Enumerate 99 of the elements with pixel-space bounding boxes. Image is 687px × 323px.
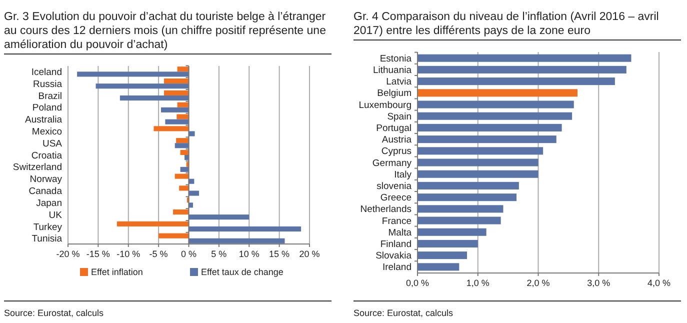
bar xyxy=(418,147,544,155)
x-tick-label: -10 % xyxy=(116,249,140,259)
bar xyxy=(188,131,195,136)
bar xyxy=(418,263,460,271)
bar xyxy=(180,150,189,155)
bar xyxy=(165,119,189,124)
y-tick-label: Luxembourg xyxy=(358,100,412,111)
y-tick-label: Canada xyxy=(28,186,63,198)
y-tick-label: Russia xyxy=(32,78,63,90)
y-tick-label: Croatia xyxy=(31,150,63,162)
x-tick-label: -5 % xyxy=(149,249,168,259)
bar xyxy=(418,194,517,202)
bar xyxy=(418,78,615,86)
y-tick-label: Spain xyxy=(387,111,412,122)
y-tick-label: Turkey xyxy=(33,222,62,233)
bar xyxy=(177,66,189,72)
bar xyxy=(174,143,189,148)
bar xyxy=(173,209,189,215)
x-tick-label: 5 % xyxy=(211,249,227,259)
x-tick-label: 0 % xyxy=(180,249,197,259)
y-tick-label: Belgium xyxy=(377,88,412,100)
bar xyxy=(418,252,468,260)
bar xyxy=(188,190,200,196)
y-tick-label: Portugal xyxy=(376,123,412,134)
y-tick-label: Germany xyxy=(372,158,412,169)
x-tick-label: 0,0 % xyxy=(406,278,430,288)
y-tick-label: Greece xyxy=(380,192,412,204)
y-tick-label: Cyprus xyxy=(381,146,412,158)
bar xyxy=(179,186,189,191)
x-tick-label: 1,0 % xyxy=(466,278,490,288)
bar xyxy=(160,107,189,112)
y-tick-label: Tunisia xyxy=(32,234,63,245)
bar xyxy=(180,166,189,172)
legend-label: Effet taux de change xyxy=(201,267,284,277)
y-tick-label: Austria xyxy=(382,134,412,146)
y-tick-label: Brazil xyxy=(38,90,62,102)
y-tick-label: Slovakia xyxy=(376,250,412,262)
bar xyxy=(158,233,189,238)
y-tick-label: Italy xyxy=(394,169,412,180)
bar xyxy=(188,226,302,232)
y-tick-label: Iceland xyxy=(31,66,62,78)
bar xyxy=(418,66,626,74)
bar xyxy=(184,155,189,160)
x-tick-label: 3,0 % xyxy=(587,278,610,288)
bar xyxy=(418,112,572,120)
bar xyxy=(188,238,285,244)
bar xyxy=(154,126,189,132)
y-tick-label: Latvia xyxy=(386,76,412,88)
bar xyxy=(176,138,189,144)
bar xyxy=(188,214,250,220)
source-note: Source: Eurostat, calculs xyxy=(4,308,104,318)
bar xyxy=(96,84,189,89)
bar xyxy=(164,90,189,96)
bar xyxy=(77,72,189,77)
y-tick-label: Lithuania xyxy=(372,65,412,76)
y-tick-label: Japan xyxy=(36,198,62,209)
bar xyxy=(164,78,189,84)
bar xyxy=(418,205,504,213)
bar xyxy=(418,240,478,248)
y-tick-label: USA xyxy=(42,138,63,150)
y-tick-label: France xyxy=(382,216,412,227)
y-tick-label: Mexico xyxy=(32,126,62,138)
bar xyxy=(418,124,562,132)
x-tick-label: 10 % xyxy=(238,249,260,259)
bar xyxy=(418,89,578,97)
bar xyxy=(418,182,519,190)
y-tick-label: Norway xyxy=(30,174,62,186)
y-tick-label: Estonia xyxy=(380,53,412,64)
x-tick-label: 2,0 % xyxy=(526,278,550,288)
bar xyxy=(418,136,556,144)
bar xyxy=(174,174,189,179)
x-tick-label: 4,0 % xyxy=(647,278,671,288)
chart-title: Gr. 3 Evolution du pouvoir d’achat du touriste belge à l’étranger au cours des 12 derniers mois (un chiffre positif représente une amélioration du pouvoir d’achat) xyxy=(4,11,326,51)
chart-title: Gr. 4 Comparaison du niveau de l’inflation (Avril 2016 – avril 2017) entre les différents pays de la zone euro xyxy=(354,11,659,37)
y-tick-label: Ireland xyxy=(382,262,412,274)
y-tick-label: slovenia xyxy=(376,181,412,192)
y-tick-label: Australia xyxy=(25,114,63,126)
x-tick-label: 15 % xyxy=(269,249,290,259)
bar xyxy=(177,102,189,108)
source-note: Source: Eurostat, calculs xyxy=(354,308,454,318)
bar xyxy=(176,114,189,120)
y-tick-label: Malta xyxy=(388,227,412,238)
bar xyxy=(418,216,501,224)
bar xyxy=(120,95,189,101)
bar xyxy=(418,170,538,178)
y-tick-label: Netherlands xyxy=(360,204,412,216)
bar xyxy=(418,100,574,108)
y-tick-label: Poland xyxy=(32,102,62,114)
bar xyxy=(418,158,538,166)
x-tick-label: 20 % xyxy=(299,249,320,259)
bar xyxy=(418,228,486,236)
x-tick-label: -15 % xyxy=(86,249,110,259)
y-tick-label: UK xyxy=(48,210,63,221)
x-tick-label: -20 % xyxy=(56,249,80,259)
y-tick-label: Finland xyxy=(380,239,412,250)
bar xyxy=(116,221,189,226)
y-tick-label: Switzerland xyxy=(12,162,62,174)
bar xyxy=(418,54,632,62)
legend-label: Effet inflation xyxy=(91,267,143,277)
